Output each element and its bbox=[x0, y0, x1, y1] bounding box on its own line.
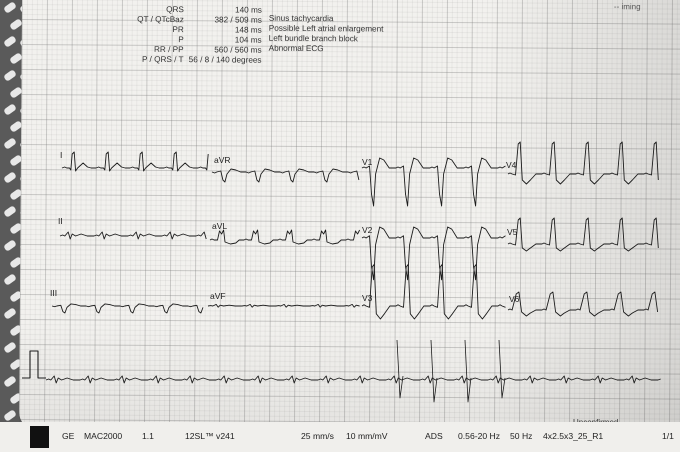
overlap-deflection-2 bbox=[430, 339, 438, 403]
lead-label-v2: V2 bbox=[362, 225, 373, 235]
printout-footer: GE MAC2000 1.1 12SL™ v241 25 mm/s 10 mm/… bbox=[0, 422, 680, 452]
footer-program: 12SL™ v241 bbox=[185, 431, 235, 441]
trace-lead-ii bbox=[59, 231, 207, 240]
trace-lead-avl bbox=[209, 229, 361, 245]
lead-label-avl: aVL bbox=[212, 221, 227, 231]
footer-speed: 25 mm/s bbox=[301, 431, 334, 441]
lead-label-i: I bbox=[60, 150, 62, 160]
lead-label-v6: V6 bbox=[509, 294, 520, 304]
footer-filter-range: 0.56-20 Hz bbox=[458, 431, 501, 441]
lead-label-avr: aVR bbox=[214, 155, 231, 165]
trace-lead-avr bbox=[211, 168, 360, 183]
footer-model-version: 1.1 bbox=[142, 431, 154, 441]
footer-brand: GE bbox=[62, 431, 75, 441]
trace-lead-v3 bbox=[361, 263, 506, 320]
lead-label-v1: V1 bbox=[362, 157, 373, 167]
trace-lead-v2 bbox=[361, 226, 506, 281]
lead-label-v4: V4 bbox=[506, 160, 517, 170]
trace-group bbox=[22, 141, 661, 403]
lead-label-avf: aVF bbox=[210, 291, 226, 301]
trace-lead-i bbox=[61, 151, 209, 172]
overlap-deflection-3 bbox=[464, 339, 472, 403]
lead-label-v5: V5 bbox=[507, 227, 518, 237]
footer-filter-ads: ADS bbox=[425, 431, 443, 441]
overlap-deflection-4 bbox=[498, 339, 506, 399]
trace-rhythm-strip bbox=[45, 375, 661, 384]
trace-lead-v5 bbox=[507, 217, 659, 252]
trace-lead-v6 bbox=[507, 291, 659, 317]
footer-layout: 4x2.5x3_25_R1 bbox=[543, 431, 604, 441]
overlap-deflection-1 bbox=[396, 339, 404, 399]
trace-lead-v1 bbox=[361, 157, 506, 207]
calibration-pulse bbox=[22, 350, 46, 379]
lead-label-iii: III bbox=[50, 288, 57, 298]
footer-mains: 50 Hz bbox=[510, 431, 533, 441]
footer-model: MAC2000 bbox=[84, 431, 123, 441]
trace-lead-avf bbox=[207, 303, 360, 308]
footer-gain: 10 mm/mV bbox=[346, 431, 388, 441]
trace-lead-iii bbox=[51, 303, 204, 314]
lead-label-v3: V3 bbox=[362, 293, 373, 303]
black-marker-square bbox=[30, 426, 49, 448]
lead-label-ii: II bbox=[58, 216, 63, 226]
trace-lead-v4 bbox=[507, 141, 659, 185]
footer-page: 1/1 bbox=[662, 431, 674, 441]
